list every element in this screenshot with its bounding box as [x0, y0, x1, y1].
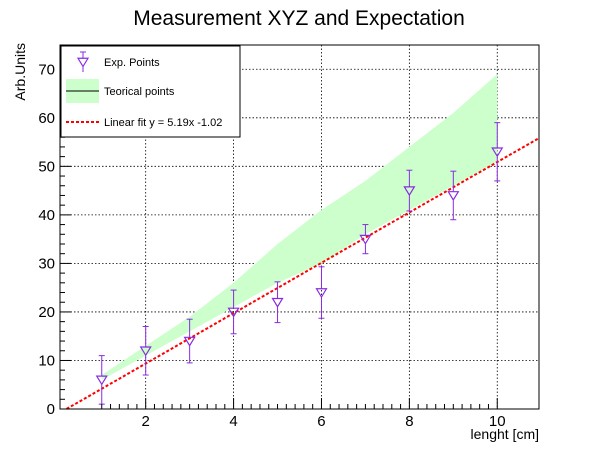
y-tick-label: 40: [38, 207, 55, 224]
legend: Exp. Points Teorical points Linear fit y =…: [60, 45, 241, 138]
legend-label-fit: Linear fit y = 5.19x -1.02: [104, 117, 222, 129]
legend-exp-marker: [76, 57, 90, 68]
fit-layer: [66, 137, 540, 410]
data-point: [315, 288, 328, 299]
y-axis-label: Arb.Units: [12, 43, 28, 101]
x-tick-label: 6: [317, 413, 325, 430]
legend-label-theory: Teorical points: [104, 86, 175, 98]
x-tick-label: 4: [229, 413, 237, 430]
data-point: [183, 336, 196, 347]
points-layer: [95, 122, 504, 405]
data-point: [227, 307, 240, 318]
y-tick-label: 50: [38, 158, 55, 175]
data-point: [95, 375, 108, 386]
data-point: [139, 346, 152, 357]
data-point: [359, 234, 372, 245]
data-point: [447, 191, 460, 202]
y-tick-label: 0: [47, 401, 55, 418]
fit-line: [66, 137, 540, 410]
x-axis-label: lenght [cm]: [471, 426, 539, 442]
data-point: [271, 297, 284, 308]
x-tick-label: 8: [405, 413, 413, 430]
y-tick-label: 30: [38, 255, 55, 272]
data-point: [491, 147, 504, 158]
y-tick-label: 10: [38, 352, 55, 369]
data-point: [403, 186, 416, 197]
x-tick-label: 2: [142, 413, 150, 430]
plot-frame: [59, 44, 540, 410]
theory-band: [101, 74, 498, 380]
y-tick-label: 20: [38, 304, 55, 321]
y-tick-label: 70: [38, 61, 55, 78]
legend-label-exp: Exp. Points: [104, 57, 160, 69]
band-layer: [101, 74, 498, 380]
chart-title: Measurement XYZ and Expectation: [133, 7, 465, 30]
x-tick-label: 10: [489, 413, 506, 430]
y-tick-label: 60: [38, 110, 55, 127]
